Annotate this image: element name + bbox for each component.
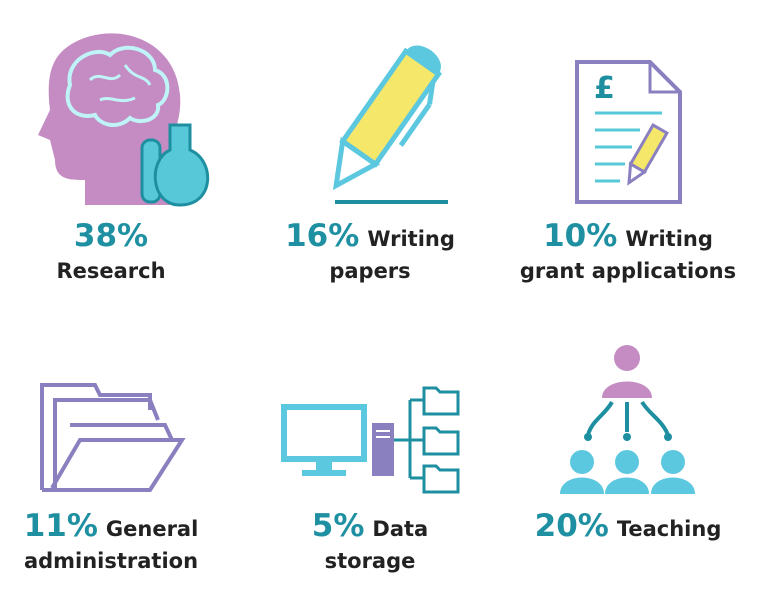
item-heading: 5% Data xyxy=(312,508,428,544)
pencil-icon xyxy=(332,45,448,204)
item-heading: 10% Writing xyxy=(543,218,713,254)
currency-symbol: £ xyxy=(594,71,615,106)
label-line: grant applications xyxy=(520,259,736,283)
research-icon xyxy=(38,33,210,207)
percent: 16% xyxy=(285,218,359,254)
label-line: papers xyxy=(329,259,410,283)
item-heading: 38% xyxy=(74,218,148,254)
percent: 11% xyxy=(24,508,98,544)
labels: 38% Research 16% Writing papers 10% Writing gra… xyxy=(24,218,736,573)
label-line: administration xyxy=(24,549,198,573)
label-line: storage xyxy=(325,549,416,573)
item-heading: 16% Writing xyxy=(285,218,455,254)
percent: 38% xyxy=(74,218,148,254)
storage-icon xyxy=(281,386,460,494)
item-heading: 11% General xyxy=(24,508,199,544)
label-line: Data xyxy=(372,517,428,541)
teaching-icon xyxy=(560,345,695,494)
percent: 10% xyxy=(543,218,617,254)
label-line: General xyxy=(106,517,198,541)
label-line: Teaching xyxy=(617,517,722,541)
folder-icon xyxy=(40,383,186,492)
label-line: Writing xyxy=(625,227,713,251)
label-line: Research xyxy=(56,259,165,283)
document-icon: £ xyxy=(575,60,682,204)
item-heading: 20% Teaching xyxy=(535,508,722,544)
label-line: Writing xyxy=(367,227,455,251)
percent: 20% xyxy=(535,508,609,544)
percent: 5% xyxy=(312,508,365,544)
